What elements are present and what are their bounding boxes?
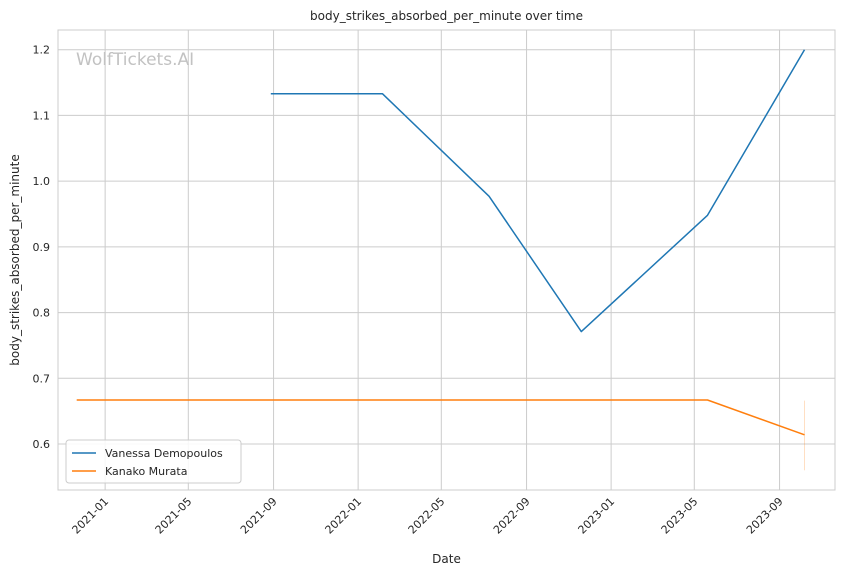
legend-box [65,439,242,484]
y-tick-label: 0.7 [33,372,51,385]
y-tick-label: 0.6 [33,438,51,451]
plot-frame [57,29,836,491]
y-tick-label: 1.2 [33,44,51,57]
legend-label-vanessa-demopoulos: Vanessa Demopoulos [105,447,223,460]
x-axis-label: Date [432,552,461,566]
series-layer [76,49,806,471]
y-tick-label: 0.8 [33,307,51,320]
grid [58,30,835,490]
watermark: WolfTickets.AI [76,50,194,70]
series-line-vanessa-demopoulos [270,49,806,333]
legend: Vanessa Demopoulos Kanako Murata [65,439,242,484]
y-tick-label: 1.1 [33,109,51,122]
series-line-kanako-murata [76,399,805,436]
chart-title: body_strikes_absorbed_per_minute over ti… [310,9,583,23]
y-tick-label: 1.0 [33,175,51,188]
y-axis-label: body_strikes_absorbed_per_minute [8,154,22,365]
y-tick-label: 0.9 [33,241,51,254]
legend-label-kanako-murata: Kanako Murata [105,465,187,478]
